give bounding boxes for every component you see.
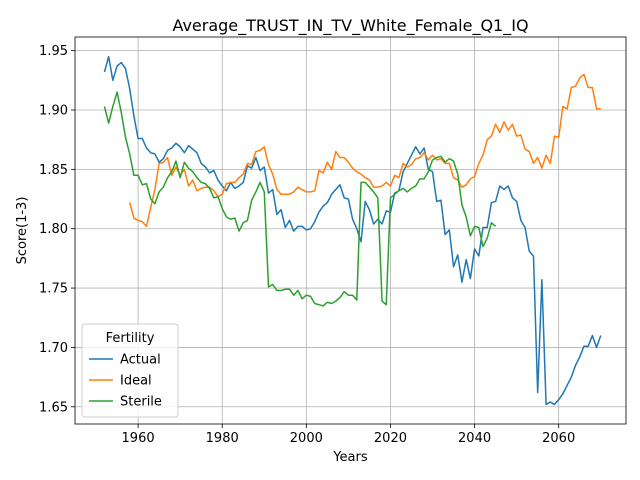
legend-label-sterile: Sterile	[120, 395, 162, 410]
x-tick-label: 2060	[542, 431, 575, 446]
legend-box	[81, 323, 179, 418]
chart-title: Average_TRUST_IN_TV_White_Female_Q1_IQ	[172, 16, 528, 36]
y-tick-label: 1.90	[39, 104, 68, 119]
y-tick-label: 1.70	[39, 341, 68, 356]
x-tick-label: 2040	[458, 431, 491, 446]
legend-label-actual: Actual	[120, 353, 161, 368]
y-axis-label: Score(1-3)	[15, 197, 30, 265]
x-tick-label: 2000	[290, 431, 323, 446]
y-tick-label: 1.65	[39, 400, 68, 415]
x-tick-label: 1960	[122, 431, 155, 446]
y-tick-label: 1.95	[39, 44, 68, 59]
legend: Fertility Actual Ideal Sterile	[81, 323, 179, 418]
x-tick-label: 1980	[206, 431, 239, 446]
legend-label-ideal: Ideal	[120, 374, 152, 389]
y-axis-ticks: 1.65 1.70 1.75 1.80 1.85 1.90 1.95	[39, 44, 75, 415]
legend-items: Actual Ideal Sterile	[89, 353, 162, 410]
x-axis-label: Years	[332, 450, 368, 465]
y-tick-label: 1.75	[39, 282, 68, 297]
plot-frame	[74, 36, 627, 425]
y-tick-label: 1.80	[39, 222, 68, 237]
legend-title: Fertility	[106, 331, 155, 346]
series-line-actual	[103, 55, 602, 406]
y-tick-label: 1.85	[39, 163, 68, 178]
series-lines	[103, 55, 602, 406]
x-axis-ticks: 1960 1980 2000 2020 2040 2060	[122, 424, 575, 446]
series-line-sterile	[103, 91, 497, 307]
x-tick-label: 2020	[374, 431, 407, 446]
